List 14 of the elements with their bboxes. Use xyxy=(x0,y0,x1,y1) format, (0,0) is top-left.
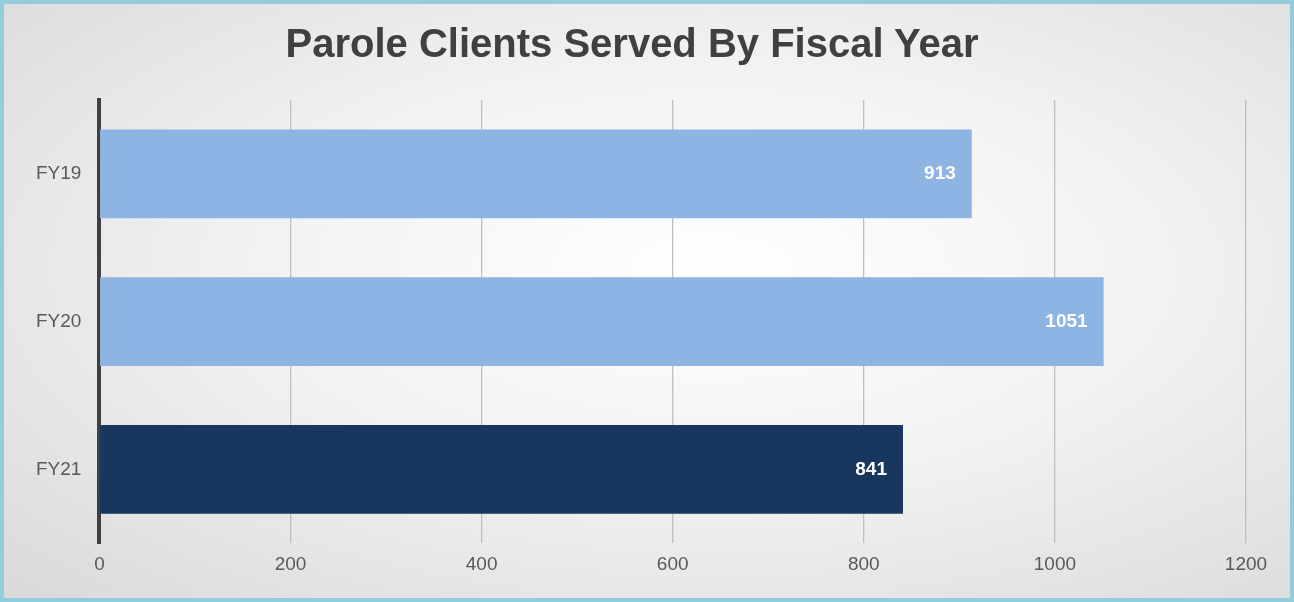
y-tick-label: FY20 xyxy=(35,309,82,331)
x-tick-label: 800 xyxy=(847,552,880,574)
x-tick-label: 600 xyxy=(656,552,689,574)
y-tick-label: FY19 xyxy=(35,162,82,184)
data-label: 1051 xyxy=(1045,309,1089,331)
chart-title: Parole Clients Served By Fiscal Year xyxy=(285,21,979,66)
y-tick-label: FY21 xyxy=(35,457,82,479)
x-tick-label: 400 xyxy=(465,552,498,574)
data-label: 913 xyxy=(924,162,956,184)
x-tick-label: 0 xyxy=(94,552,105,574)
x-tick-label: 1200 xyxy=(1224,552,1268,574)
x-tick-label: 200 xyxy=(274,552,307,574)
x-tick-label: 1000 xyxy=(1033,552,1077,574)
data-label: 841 xyxy=(855,457,888,479)
